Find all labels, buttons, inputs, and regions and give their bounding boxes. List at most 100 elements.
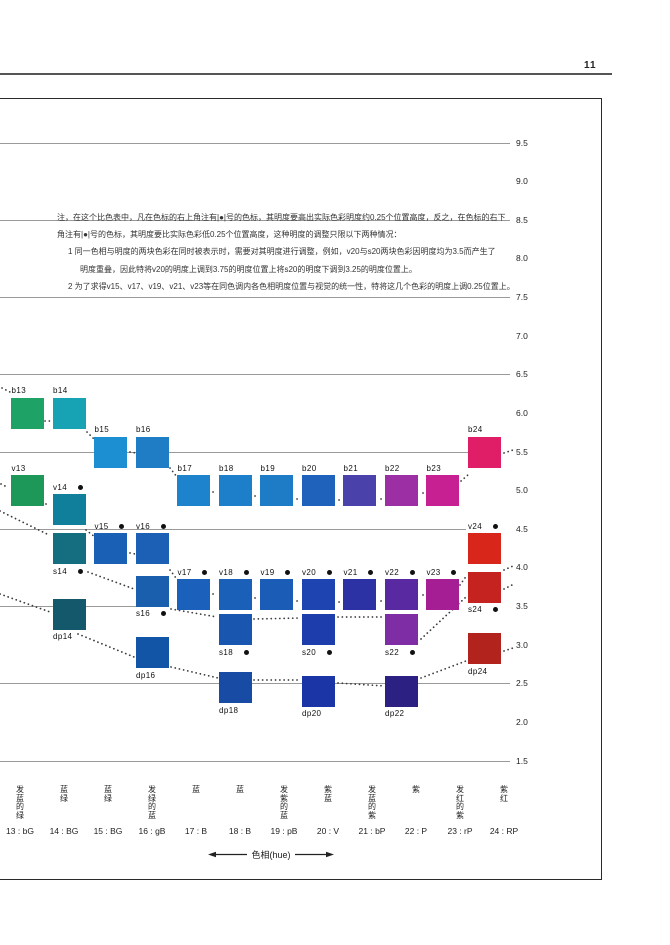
swatch-label-b15: b15 [94,425,110,434]
hue-name-vertical: 蓝绿 [104,785,112,803]
swatch-label-s14: s14 [53,566,68,576]
hue-name-vertical: 紫 [412,785,420,794]
swatch-b13 [11,397,44,429]
swatch-label-dp16: dp16 [136,670,156,680]
tone-connector-segment [460,473,470,482]
swatch-label-s18: s18 [219,647,234,657]
swatch-label-v21: v21 [343,567,358,577]
swatch-b21 [343,475,376,507]
swatch-label-v22: v22 [385,567,400,577]
tone-connector-segment [459,574,468,586]
y-tick-label: 5.0 [516,485,528,496]
hue-axis-right-arrow-icon [294,851,334,858]
adjustment-dot-icon [202,569,207,575]
y-tick-label: 2.0 [516,716,528,727]
swatch-v17 [177,579,210,611]
swatch-s16 [135,575,169,607]
tone-connector-segment [0,593,51,613]
y-tick-label: 6.5 [516,369,528,380]
tone-connector-segment [77,633,135,658]
swatch-s18 [218,614,252,646]
gridline [0,219,510,221]
swatch-dp14 [52,598,86,630]
swatch-b24 [467,436,501,468]
adjustment-dot-icon [119,523,124,529]
swatch-v18 [218,579,252,611]
tone-connector-segment [420,660,467,679]
swatch-b17 [177,475,210,507]
adjustment-dot-icon [160,523,166,529]
swatch-v16 [135,533,169,565]
swatch-label-dp22: dp22 [385,709,405,719]
tone-connector-segment [0,510,50,536]
hue-code-label: 20 : V [316,826,340,836]
notes: 注，在这个比色表中，凡在色标的右上角注有|●|号的色标，其明度要高出实际色彩明度… [57,209,517,295]
swatch-b22 [384,475,418,507]
hue-name-vertical: 紫红 [500,785,508,803]
y-tick-label: 3.5 [516,601,528,611]
adjustment-dot-icon [285,569,290,575]
adjustment-dot-icon [77,484,83,490]
swatch-label-v19: v19 [260,567,275,577]
tone-connector-segment [169,569,177,579]
adjustment-dot-icon [368,569,373,575]
hue-code-label: 13 : bG [6,826,34,836]
hue-name-vertical: 蓝 [192,785,200,794]
swatch-v21 [343,579,376,611]
hue-name-vertical: 发蓝的紫 [368,785,376,820]
gridline [0,683,510,685]
note-line: 注，在这个比色表中，凡在色标的右上角注有|●|号的色标，其明度要高出实际色彩明度… [57,213,506,222]
y-tick-label: 9.0 [516,176,528,187]
tone-connector-segment [503,647,514,652]
content-frame [0,98,602,880]
swatch-label-b24: b24 [468,425,483,434]
swatch-label-s24: s24 [468,605,483,615]
swatch-label-v18: v18 [219,567,234,577]
y-tick-label: 5.5 [516,446,528,457]
swatch-label-b22: b22 [385,463,400,473]
swatch-label-v23: v23 [426,567,441,577]
swatch-v15 [94,533,127,565]
swatch-v20 [301,579,335,611]
swatch-label-v14: v14 [53,482,68,492]
swatch-dp18 [218,672,252,704]
swatch-label-b13: b13 [11,386,27,396]
hue-code-label: 23 : rP [447,826,473,836]
tone-connector-segment [1,387,13,394]
swatch-s20 [301,614,335,646]
adjustment-dot-icon [160,611,166,617]
hue-code-label: 17 : B [184,826,208,836]
gridline [0,760,510,762]
hue-axis-left-arrow-icon [208,851,248,858]
swatch-b19 [260,475,293,507]
swatch-label-v20: v20 [302,567,317,577]
swatch-label-v17: v17 [177,567,192,577]
swatch-dp24 [467,633,501,665]
swatch-v22 [384,579,418,611]
y-tick-label: 4.5 [516,523,528,534]
header-rule [0,73,612,75]
adjustment-dot-icon [326,649,332,655]
swatch-b16 [135,436,169,468]
swatch-dp20 [301,675,335,707]
adjustment-dot-icon [409,649,415,655]
swatch-b20 [301,475,335,507]
adjustment-dot-icon [77,568,83,574]
tone-connector-segment [503,449,514,454]
swatch-v24 [467,533,501,565]
swatch-label-b23: b23 [426,463,442,473]
swatch-label-s16: s16 [136,609,151,619]
hue-name-vertical: 发蓝的绿 [16,785,24,820]
tone-connector-segment [503,583,515,590]
hue-axis-label: 色相(hue) [201,848,341,861]
hue-code-label: 24 : RP [489,826,519,836]
tone-connector-segment [129,552,136,555]
gridline [0,142,510,144]
swatch-label-dp18: dp18 [219,705,239,715]
swatch-label-s20: s20 [302,647,317,657]
adjustment-dot-icon [409,569,415,575]
adjustment-dot-icon [492,607,498,613]
tone-connector-segment [0,483,8,488]
adjustment-dot-icon [492,523,498,529]
